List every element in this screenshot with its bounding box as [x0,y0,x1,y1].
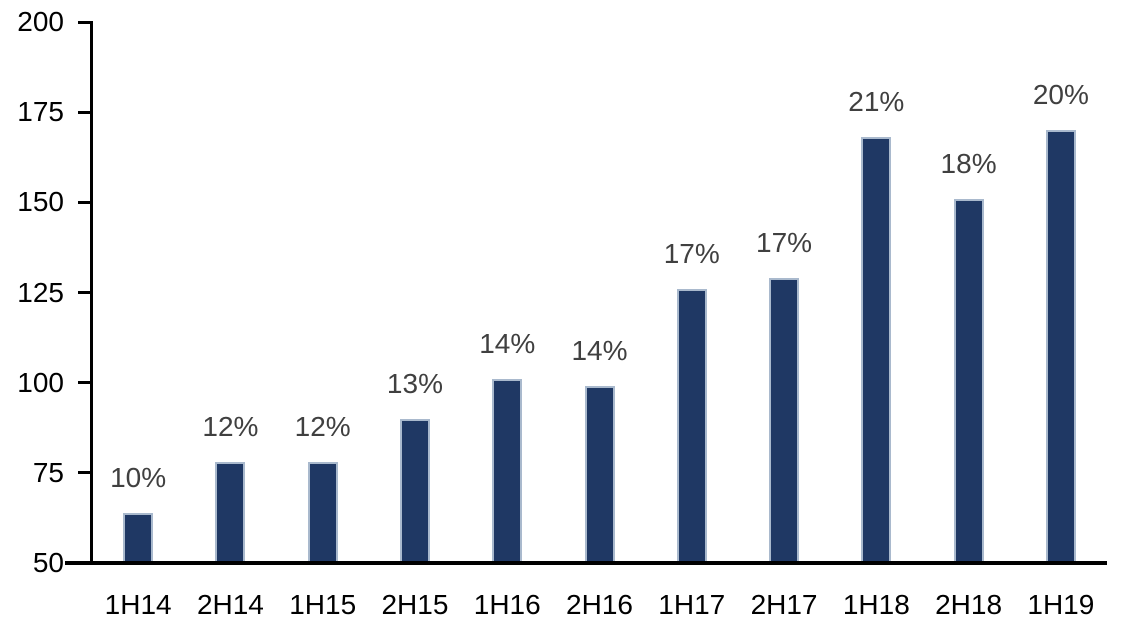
x-axis-label-1h16: 1H16 [473,589,541,620]
bar-data-label-1h16: 14% [479,328,536,360]
x-axis-line [65,561,1107,565]
y-axis-tick-mark [78,291,92,294]
y-axis-tick-mark [78,381,92,385]
y-axis-tick-label: 125 [17,276,64,308]
y-axis-tick-label: 75 [32,456,64,488]
x-axis-label-2h18: 2H18 [935,589,1003,620]
x-axis-label-1h19: 1H19 [1027,589,1095,620]
y-axis-tick-label: 100 [17,366,64,398]
bar-data-label-2h17: 17% [756,227,813,259]
y-axis-tick-label: 175 [17,96,64,128]
x-axis-label-2h14: 2H14 [196,589,264,620]
bar-data-label-1h19: 20% [1032,79,1089,111]
x-axis-label-1h18: 1H18 [842,589,910,620]
bar-2h16 [584,386,615,563]
y-axis-tick-mark [78,20,92,24]
bar-data-label-2h18: 18% [940,147,997,179]
x-axis-label-2h15: 2H15 [381,589,449,620]
bar-data-label-2h16: 14% [571,335,628,367]
bar-data-label-1h17: 17% [663,237,720,269]
x-axis-label-1h14: 1H14 [104,589,172,620]
bar-2h17 [769,278,800,563]
y-axis-tick-label: 50 [32,547,64,578]
y-axis-tick-mark [78,471,92,475]
y-axis-tick-mark [78,200,92,204]
y-axis-tick-label: 150 [17,186,64,218]
bar-1h19 [1045,130,1076,563]
bar-2h14 [215,462,246,563]
bar-data-label-2h15: 13% [386,367,443,399]
bar-1h18 [861,137,892,563]
bar-1h17 [676,288,707,563]
bar-data-label-1h15: 12% [294,411,351,442]
y-axis-tick-mark [78,110,92,114]
x-axis-label-1h17: 1H17 [658,589,726,620]
bar-data-label-1h14: 10% [110,461,167,493]
bar-1h15 [307,462,338,563]
y-axis-tick-label: 200 [17,6,64,37]
bar-1h16 [492,379,523,563]
y-axis-line [90,21,93,564]
x-axis-label-1h15: 1H15 [289,589,357,620]
x-axis-label-2h17: 2H17 [750,589,818,620]
bar-2h18 [953,198,984,563]
bar-1h14 [123,512,154,563]
bar-data-label-1h18: 21% [848,86,905,118]
bar-2h15 [399,418,430,563]
bar-data-label-2h14: 12% [202,411,259,442]
x-axis-label-2h16: 2H16 [566,589,633,620]
